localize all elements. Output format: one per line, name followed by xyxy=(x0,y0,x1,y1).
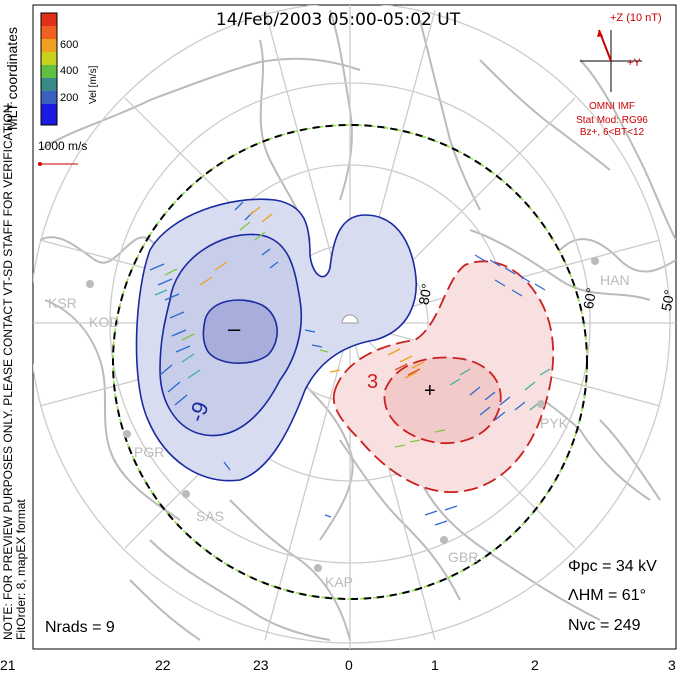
mlt-coords-label: MLT coordinates xyxy=(4,27,20,130)
map-frame xyxy=(32,4,677,650)
station-han: HAN xyxy=(600,272,630,288)
phi-pc-stat: Φpc = 34 kV xyxy=(568,558,657,575)
fitorder-label: FitOrder: 8, mapEX format xyxy=(14,499,28,640)
lambda-hm-stat: ΛHM = 61° xyxy=(568,587,646,604)
preview-note: NOTE: FOR PREVIEW PURPOSES ONLY. PLEASE … xyxy=(1,101,15,640)
station-pyk: PYK xyxy=(540,415,569,431)
colorbar-tick-400: 400 xyxy=(60,65,78,77)
positive-cell-center-marker: + xyxy=(424,380,436,402)
mlt-tick-1: 1 xyxy=(431,657,439,673)
mlt-tick-3: 3 xyxy=(668,657,676,673)
pole-marker xyxy=(341,314,359,324)
imf-z-label: +Z (10 nT) xyxy=(610,12,662,24)
negative-cell-core xyxy=(202,299,278,365)
positive-cell-inner xyxy=(383,356,502,444)
station-pgr: PGR xyxy=(134,444,164,460)
n-vc-stat: Nvc = 249 xyxy=(568,617,641,634)
vector-scale-label: 1000 m/s xyxy=(38,139,87,153)
n-rads-stat: Nrads = 9 xyxy=(45,619,115,636)
velocity-vectors xyxy=(149,201,551,526)
imf-y-label: +Y xyxy=(627,57,641,69)
colorbar-label: Vel [m/s] xyxy=(88,65,99,104)
page-title: 14/Feb/2003 05:00-05:02 UT xyxy=(216,10,461,30)
station-kap: KAP xyxy=(325,574,353,590)
station-gbr: GBR xyxy=(448,549,478,565)
station-sas: SAS xyxy=(196,508,224,524)
stat-model: Stat Mod: RG96 xyxy=(576,115,648,126)
colorbar-tick-200: 200 xyxy=(60,92,78,104)
lat-label-60: 60° xyxy=(580,287,599,311)
station-kod: KOD xyxy=(89,314,119,330)
mlt-tick-2: 2 xyxy=(531,657,539,673)
imf-clock xyxy=(580,29,642,92)
lat-label-80: 80° xyxy=(415,282,434,306)
hm-boundary xyxy=(112,124,588,600)
mlt-tick-21: 21 xyxy=(0,657,16,673)
station-ksr: KSR xyxy=(48,295,77,311)
mlt-tick-23: 23 xyxy=(253,657,269,673)
hm-boundary-green xyxy=(112,124,588,600)
colorbar-tick-600: 600 xyxy=(60,39,78,51)
imf-source: OMNI IMF xyxy=(589,101,635,112)
mlt-tick-22: 22 xyxy=(155,657,171,673)
stat-condition: Bz+, 6<BT<12 xyxy=(580,127,645,138)
contour-label-pos: 3 xyxy=(367,371,378,393)
velocity-colorbar xyxy=(40,12,58,126)
lat-label-50: 50° xyxy=(658,289,677,313)
station-markers xyxy=(86,257,599,572)
map-graphics: – -9 + 3 xyxy=(33,5,676,649)
negative-cell-center-marker: – xyxy=(228,316,241,341)
mlt-tick-0: 0 xyxy=(345,657,353,673)
